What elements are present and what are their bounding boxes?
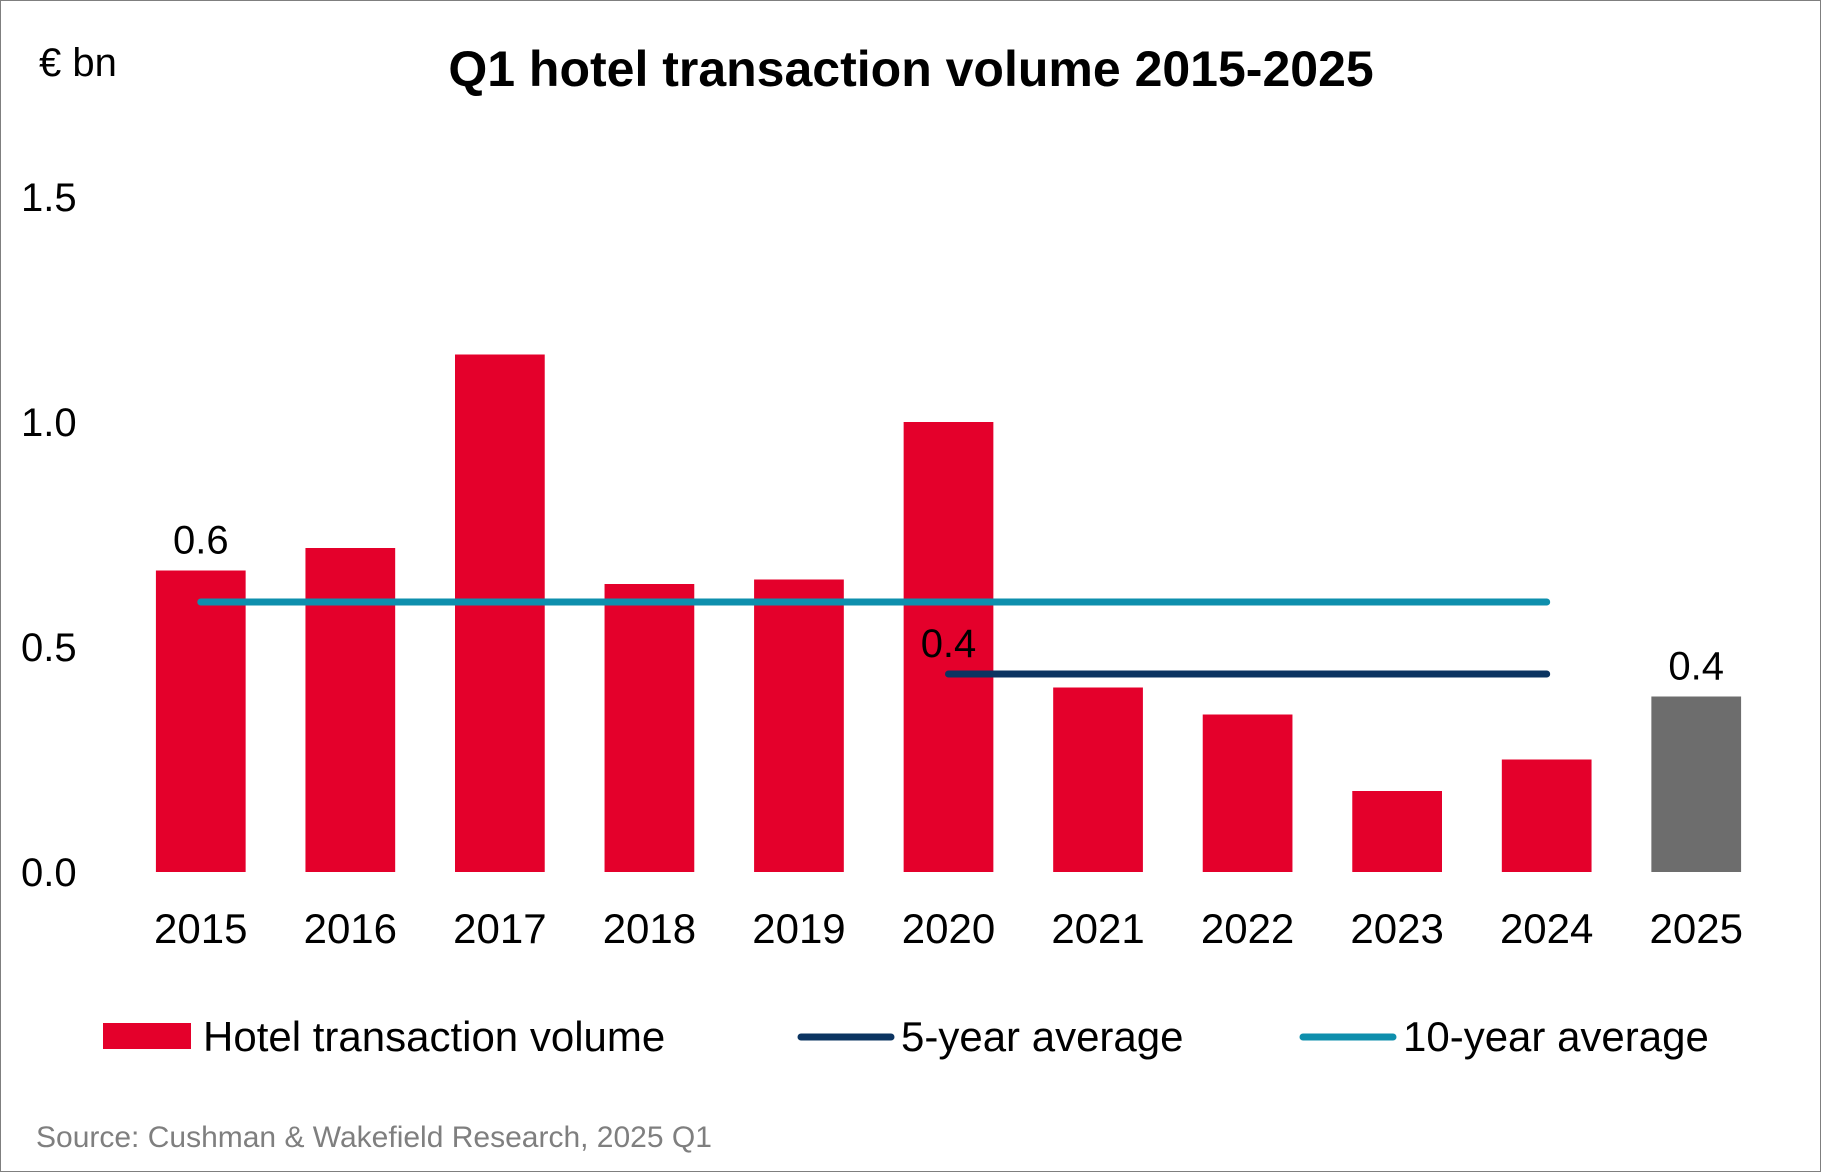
data-label-2025: 0.4	[1668, 645, 1724, 689]
reference-lines	[197, 598, 1551, 678]
x-tick-label-2022: 2022	[1201, 905, 1294, 952]
x-tick-label-2017: 2017	[453, 905, 546, 952]
bar-2017	[455, 354, 545, 872]
y-axis-tick-labels: 0.0 0.5 1.0 1.5	[21, 176, 77, 895]
data-label-2015: 0.6	[173, 519, 229, 563]
x-axis-tick-labels: 2015 2016 2017 2018 2019 2020 2021 2022 2023 2024…	[154, 905, 1743, 952]
x-tick-label-2025: 2025	[1650, 905, 1743, 952]
x-tick-label-2018: 2018	[603, 905, 696, 952]
legend: Hotel transaction volume 5-year average 10…	[103, 1013, 1709, 1060]
x-tick-label-2021: 2021	[1051, 905, 1144, 952]
legend-label-5-year-average: 5-year average	[901, 1013, 1184, 1060]
x-tick-label-2020: 2020	[902, 905, 995, 952]
y-tick-label: 1.0	[21, 401, 77, 445]
y-tick-label: 0.0	[21, 851, 77, 895]
chart-title: Q1 hotel transaction volume 2015-2025	[448, 41, 1373, 97]
bar-2020	[903, 422, 994, 872]
x-tick-label-2016: 2016	[304, 905, 397, 952]
bar-2022	[1202, 714, 1293, 872]
x-tick-label-2023: 2023	[1350, 905, 1443, 952]
data-labels: 0.6 0.4 0.4	[173, 519, 1724, 689]
y-tick-label: 0.5	[21, 626, 77, 670]
bar-2016	[305, 548, 396, 872]
bar-2018	[604, 584, 695, 872]
y-tick-label: 1.5	[21, 176, 77, 220]
y-axis-unit-label: € bn	[39, 41, 117, 85]
bar-2024	[1501, 759, 1592, 872]
bar-2023	[1352, 791, 1442, 872]
source-note: Source: Cushman & Wakefield Research, 20…	[36, 1121, 712, 1154]
legend-swatch-hotel-transaction-volume	[103, 1023, 191, 1049]
x-tick-label-2024: 2024	[1500, 905, 1593, 952]
data-label-2020: 0.4	[921, 622, 977, 666]
legend-label-10-year-average: 10-year average	[1403, 1013, 1709, 1060]
x-tick-label-2019: 2019	[752, 905, 845, 952]
bar-2021	[1053, 687, 1143, 872]
bar-2015	[155, 570, 246, 872]
bar-series	[155, 354, 1742, 872]
x-tick-label-2015: 2015	[154, 905, 247, 952]
bar-2019	[754, 579, 844, 872]
bar-2025	[1651, 696, 1742, 872]
legend-label-hotel-transaction-volume: Hotel transaction volume	[203, 1013, 665, 1060]
